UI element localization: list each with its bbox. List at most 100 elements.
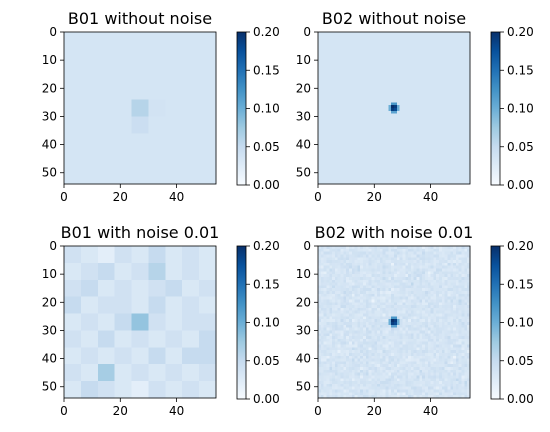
heatmap-cell <box>427 164 431 168</box>
heatmap-cell <box>422 54 426 58</box>
heatmap-cell <box>394 34 398 38</box>
heatmap-cell <box>329 302 333 306</box>
heatmap-cell <box>329 91 333 95</box>
heatmap-cell <box>351 248 355 252</box>
heatmap-cell <box>340 82 344 86</box>
heatmap-cell <box>80 32 99 50</box>
heatmap-cell <box>402 85 406 89</box>
heatmap-cell <box>427 68 431 72</box>
heatmap-cell <box>388 248 392 252</box>
heatmap-cell <box>385 43 389 47</box>
heatmap-cell <box>444 178 448 182</box>
heatmap-cell <box>453 155 457 159</box>
heatmap-cell <box>343 282 347 286</box>
heatmap-cell <box>455 279 460 283</box>
heatmap-cell <box>371 130 375 134</box>
heatmap-cell <box>396 122 400 126</box>
heatmap-cell <box>391 79 395 83</box>
heatmap-cell <box>323 271 327 275</box>
heatmap-cell <box>396 324 400 328</box>
heatmap-cell <box>461 322 465 326</box>
heatmap-cell <box>408 71 412 75</box>
heatmap-cell <box>441 37 445 41</box>
heatmap-cell <box>394 68 398 72</box>
heatmap-cell <box>368 62 372 67</box>
heatmap-cell <box>354 48 358 53</box>
heatmap-cell <box>453 147 457 151</box>
heatmap-cell <box>371 138 375 143</box>
heatmap-cell <box>444 68 448 72</box>
heatmap-cell <box>323 302 327 306</box>
heatmap-cell <box>464 293 468 297</box>
heatmap-cell <box>399 32 403 36</box>
heatmap-cell <box>348 293 353 297</box>
heatmap-cell <box>450 147 454 151</box>
heatmap-cell <box>360 246 364 250</box>
heatmap-cell <box>453 57 457 61</box>
heatmap-cell <box>326 161 330 165</box>
heatmap-cell <box>320 296 324 300</box>
heatmap-cell <box>464 113 468 117</box>
heatmap-cell <box>377 91 381 95</box>
heatmap-cell <box>399 307 403 312</box>
heatmap-cell <box>405 57 409 61</box>
heatmap-cell <box>447 178 451 182</box>
heatmap-cell <box>439 175 443 179</box>
heatmap-cell <box>413 296 417 300</box>
heatmap-cell <box>444 71 448 75</box>
heatmap-cell <box>371 288 375 292</box>
heatmap-cell <box>360 291 364 295</box>
heatmap-cell <box>402 99 406 103</box>
heatmap-cell <box>320 144 324 148</box>
heatmap-cell <box>433 268 437 272</box>
heatmap-cell <box>148 364 166 382</box>
heatmap-cell <box>416 153 420 157</box>
heatmap-cell <box>394 65 398 69</box>
heatmap-cell <box>458 57 462 61</box>
heatmap-cell <box>363 336 367 340</box>
heatmap-cell <box>388 155 392 159</box>
heatmap-cell <box>379 82 384 86</box>
heatmap-cell <box>441 333 445 337</box>
heatmap-cell <box>348 251 353 255</box>
heatmap-cell <box>424 48 429 53</box>
heatmap-cell <box>377 268 381 272</box>
heatmap-cell <box>318 324 322 328</box>
heatmap-cell <box>467 133 471 137</box>
heatmap-cell <box>337 150 341 154</box>
heatmap-cell <box>343 262 347 267</box>
heatmap-cell <box>379 330 384 334</box>
heatmap-cell <box>332 307 336 312</box>
heatmap-cell <box>332 68 336 72</box>
heatmap-cell <box>346 91 350 95</box>
heatmap-cell <box>391 150 395 154</box>
heatmap-cell <box>399 310 403 314</box>
heatmap-cell <box>354 102 358 106</box>
heatmap-cell <box>436 124 440 129</box>
heatmap-cell <box>419 43 423 47</box>
heatmap-cell <box>396 147 400 151</box>
heatmap-cell <box>379 40 384 44</box>
heatmap-cell <box>332 62 336 67</box>
heatmap-cell <box>439 251 443 255</box>
heatmap-cell <box>332 99 336 103</box>
heatmap-cell <box>388 116 392 120</box>
heatmap-cell <box>357 68 361 72</box>
heatmap-cell <box>422 316 426 320</box>
heatmap-cell <box>399 172 403 176</box>
heatmap-cell <box>461 271 465 275</box>
heatmap-cell <box>388 150 392 154</box>
heatmap-cell <box>337 147 341 151</box>
heatmap-cell <box>430 74 434 78</box>
heatmap-cell <box>450 167 454 171</box>
heatmap-cell <box>399 77 403 81</box>
heatmap-cell <box>165 116 183 134</box>
heatmap-cell <box>326 265 330 269</box>
heatmap-cell <box>382 299 386 303</box>
heatmap-cell <box>388 299 392 303</box>
heatmap-cell <box>363 248 367 252</box>
heatmap-cell <box>318 307 322 312</box>
heatmap-cell <box>332 124 336 129</box>
heatmap-cell <box>114 262 132 281</box>
heatmap-cell <box>413 265 417 269</box>
